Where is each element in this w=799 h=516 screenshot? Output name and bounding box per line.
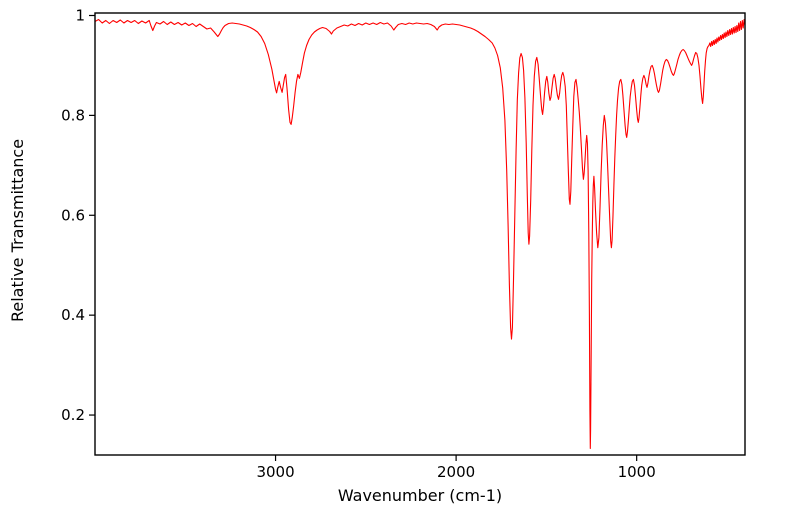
y-tick-label: 0.4 xyxy=(61,306,85,324)
x-tick-label: 1000 xyxy=(618,463,656,481)
x-tick-label: 2000 xyxy=(437,463,475,481)
y-tick-label: 0.2 xyxy=(61,406,85,424)
x-axis-label: Wavenumber (cm-1) xyxy=(337,486,503,505)
y-tick-label: 0.8 xyxy=(61,106,85,124)
y-tick-label: 0.6 xyxy=(61,206,85,224)
y-axis-label: Relative Transmittance xyxy=(8,138,27,322)
plot-frame xyxy=(94,12,746,456)
x-tick-label: 3000 xyxy=(256,463,294,481)
spectrum-line xyxy=(94,18,746,450)
y-tick-label: 1 xyxy=(75,6,85,24)
